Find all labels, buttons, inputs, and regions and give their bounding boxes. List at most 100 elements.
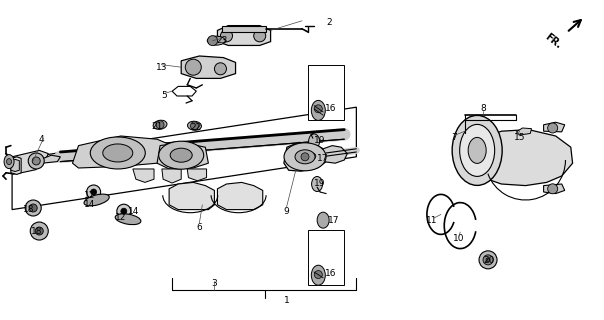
- Text: FR.: FR.: [543, 32, 564, 51]
- Polygon shape: [516, 128, 532, 135]
- Polygon shape: [12, 150, 48, 174]
- Circle shape: [117, 204, 131, 218]
- Circle shape: [86, 185, 101, 199]
- Circle shape: [214, 63, 226, 75]
- Ellipse shape: [4, 155, 14, 169]
- Ellipse shape: [468, 137, 486, 164]
- Polygon shape: [133, 169, 154, 182]
- Circle shape: [28, 153, 44, 169]
- Circle shape: [30, 222, 48, 240]
- Text: 22: 22: [191, 124, 202, 132]
- Circle shape: [254, 30, 266, 42]
- Ellipse shape: [284, 143, 326, 171]
- Polygon shape: [169, 182, 214, 210]
- Polygon shape: [157, 142, 208, 169]
- Text: 12: 12: [84, 191, 95, 200]
- Circle shape: [25, 200, 41, 216]
- Ellipse shape: [170, 148, 192, 162]
- Text: 19: 19: [314, 136, 326, 145]
- Circle shape: [548, 123, 557, 133]
- Text: 18: 18: [22, 205, 34, 214]
- Text: 23: 23: [216, 36, 227, 45]
- Circle shape: [310, 153, 316, 159]
- Circle shape: [314, 271, 323, 278]
- Text: 19: 19: [314, 180, 326, 188]
- Ellipse shape: [452, 116, 502, 185]
- Ellipse shape: [207, 36, 225, 45]
- Text: 5: 5: [161, 92, 167, 100]
- Ellipse shape: [103, 144, 133, 162]
- Text: 14: 14: [84, 200, 95, 209]
- Text: 17: 17: [327, 216, 339, 225]
- Polygon shape: [544, 122, 565, 132]
- Ellipse shape: [311, 265, 326, 285]
- Ellipse shape: [460, 124, 495, 176]
- Polygon shape: [162, 169, 181, 183]
- Polygon shape: [284, 142, 326, 171]
- Ellipse shape: [153, 120, 167, 129]
- Ellipse shape: [7, 159, 11, 164]
- Text: 17: 17: [317, 154, 329, 163]
- Text: 6: 6: [196, 223, 202, 232]
- Polygon shape: [544, 184, 565, 194]
- Text: 3: 3: [211, 279, 217, 288]
- Text: 12: 12: [115, 213, 126, 222]
- Ellipse shape: [311, 100, 326, 120]
- Bar: [308, 230, 344, 285]
- Circle shape: [548, 184, 557, 194]
- Ellipse shape: [317, 212, 329, 228]
- Text: 20: 20: [484, 256, 495, 265]
- Text: 16: 16: [325, 269, 337, 278]
- Polygon shape: [217, 182, 263, 210]
- Circle shape: [301, 153, 309, 161]
- Text: 15: 15: [513, 133, 525, 142]
- Polygon shape: [323, 146, 347, 163]
- Ellipse shape: [312, 177, 323, 191]
- Polygon shape: [181, 56, 236, 78]
- Text: 18: 18: [30, 228, 42, 236]
- Circle shape: [486, 258, 490, 262]
- Ellipse shape: [295, 150, 315, 164]
- Ellipse shape: [115, 214, 141, 225]
- Circle shape: [121, 208, 127, 214]
- Circle shape: [220, 30, 233, 42]
- Text: 7: 7: [451, 133, 457, 142]
- Circle shape: [32, 157, 40, 165]
- Polygon shape: [480, 130, 573, 186]
- Text: 2: 2: [326, 18, 332, 27]
- Polygon shape: [72, 136, 172, 168]
- Circle shape: [208, 36, 217, 46]
- Circle shape: [190, 122, 199, 130]
- Text: 11: 11: [426, 216, 438, 225]
- Circle shape: [483, 255, 493, 265]
- Ellipse shape: [479, 251, 497, 269]
- Ellipse shape: [159, 141, 204, 169]
- Ellipse shape: [90, 137, 146, 169]
- Text: 10: 10: [453, 234, 465, 243]
- Circle shape: [156, 121, 164, 129]
- Text: 9: 9: [283, 207, 289, 216]
- Polygon shape: [11, 157, 21, 174]
- Polygon shape: [217, 26, 271, 45]
- Polygon shape: [39, 155, 60, 163]
- Bar: [308, 65, 344, 120]
- Ellipse shape: [307, 149, 319, 165]
- Ellipse shape: [187, 121, 202, 130]
- Text: 4: 4: [38, 135, 44, 144]
- Text: 16: 16: [325, 104, 337, 113]
- Circle shape: [35, 227, 43, 235]
- Polygon shape: [172, 86, 196, 96]
- Polygon shape: [12, 107, 356, 210]
- Text: 1: 1: [284, 296, 290, 305]
- Circle shape: [185, 59, 201, 75]
- Circle shape: [91, 189, 97, 195]
- Ellipse shape: [309, 134, 320, 149]
- Polygon shape: [11, 159, 19, 172]
- Text: 14: 14: [129, 207, 140, 216]
- Polygon shape: [187, 169, 207, 181]
- Text: 8: 8: [480, 104, 486, 113]
- Circle shape: [29, 204, 37, 212]
- Circle shape: [314, 105, 323, 113]
- Ellipse shape: [84, 194, 109, 206]
- Text: 21: 21: [152, 122, 162, 131]
